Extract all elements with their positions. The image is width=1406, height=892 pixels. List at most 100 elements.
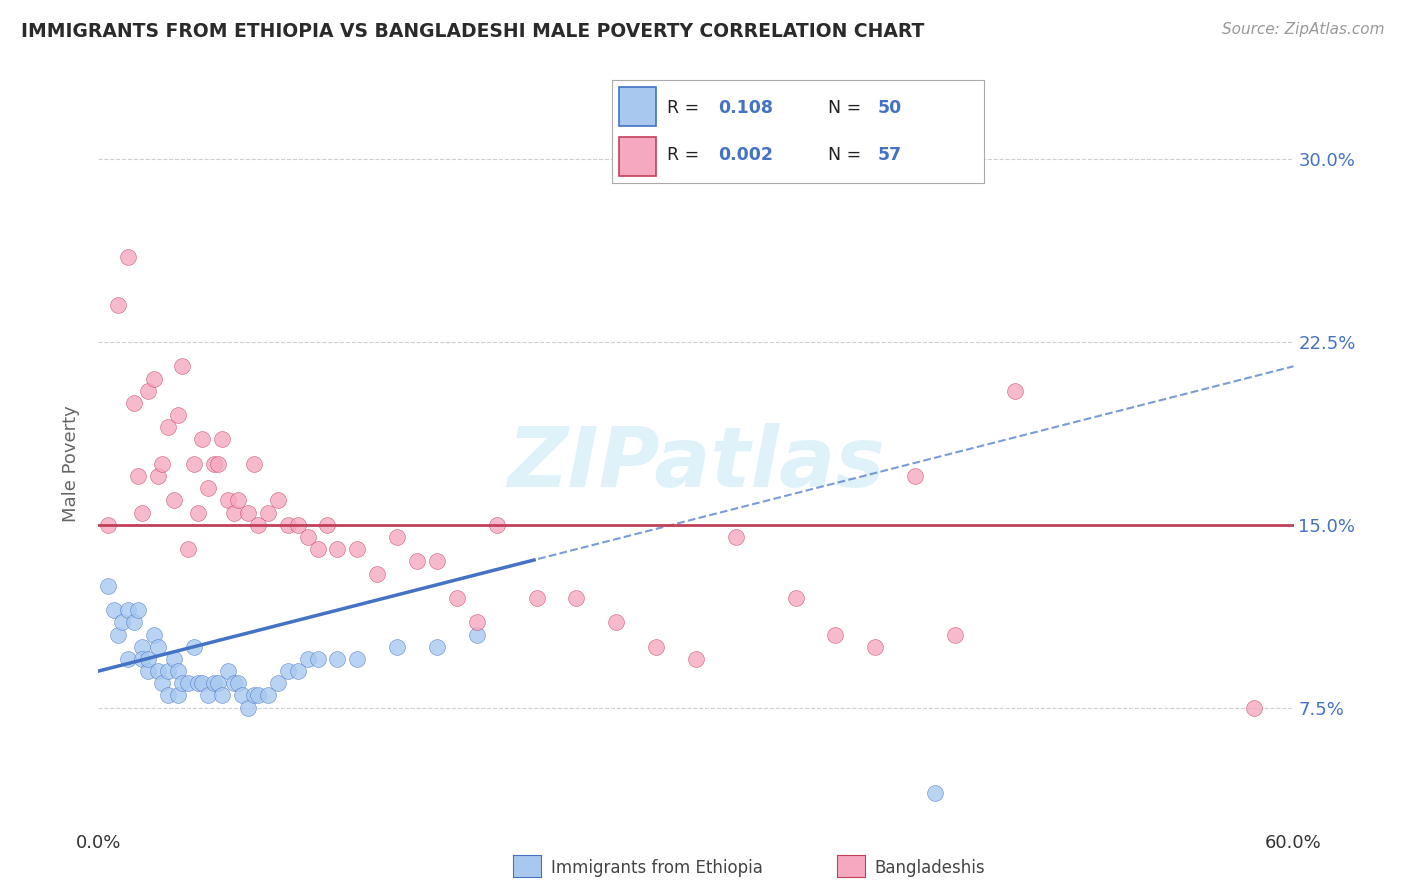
Point (645, 640, 668, 654)
Point (346, 652, 368, 666)
Point (157, 689, 180, 703)
Point (163, 493, 186, 508)
Point (163, 652, 186, 666)
Point (217, 664, 239, 678)
Point (143, 627, 166, 641)
Point (246, 689, 269, 703)
Point (207, 457, 229, 471)
Point (167, 664, 190, 678)
Point (824, 627, 846, 641)
Point (211, 433, 233, 447)
Point (131, 652, 153, 666)
Text: Source: ZipAtlas.com: Source: ZipAtlas.com (1222, 22, 1385, 37)
Point (287, 664, 309, 678)
Point (297, 530, 319, 544)
Point (924, 786, 946, 800)
Point (1004, 384, 1026, 398)
Point (256, 506, 278, 520)
Point (865, 640, 887, 654)
Point (217, 493, 239, 508)
Text: 57: 57 (877, 146, 903, 164)
Point (243, 689, 266, 703)
Point (148, 469, 170, 483)
Point (297, 652, 319, 666)
Point (177, 676, 200, 690)
Text: IMMIGRANTS FROM ETHIOPIA VS BANGLADESHI MALE POVERTY CORRELATION CHART: IMMIGRANTS FROM ETHIOPIA VS BANGLADESHI … (21, 22, 925, 41)
Point (267, 676, 290, 690)
Point (97, 579, 120, 593)
Point (127, 469, 149, 483)
Point (191, 676, 214, 690)
FancyBboxPatch shape (619, 136, 657, 176)
Point (136, 664, 159, 678)
Point (277, 517, 299, 532)
Point (426, 554, 449, 568)
Point (107, 298, 129, 312)
Text: Bangladeshis: Bangladeshis (875, 859, 986, 877)
Point (236, 700, 259, 714)
Point (222, 676, 245, 690)
FancyBboxPatch shape (619, 87, 657, 127)
Point (287, 517, 309, 532)
Point (183, 457, 205, 471)
Point (565, 591, 588, 605)
Point (131, 640, 153, 654)
Point (136, 652, 159, 666)
Point (426, 640, 449, 654)
Point (143, 371, 166, 385)
Point (150, 457, 173, 471)
Point (117, 652, 139, 666)
Point (124, 396, 146, 410)
Point (226, 676, 249, 690)
Point (207, 676, 229, 690)
Text: R =: R = (668, 146, 706, 164)
Point (167, 689, 190, 703)
Point (136, 384, 159, 398)
Text: 50: 50 (877, 99, 903, 117)
Point (385, 640, 409, 654)
Point (222, 506, 245, 520)
Text: Immigrants from Ethiopia: Immigrants from Ethiopia (551, 859, 763, 877)
Point (157, 420, 180, 434)
Point (231, 689, 253, 703)
Point (202, 457, 225, 471)
Text: 0.108: 0.108 (718, 99, 773, 117)
Point (385, 530, 409, 544)
Point (277, 664, 299, 678)
Point (326, 652, 349, 666)
Point (943, 627, 966, 641)
Text: N =: N = (828, 99, 866, 117)
Point (117, 603, 139, 617)
Point (226, 493, 249, 508)
Point (191, 433, 214, 447)
Point (485, 517, 508, 532)
Point (307, 652, 329, 666)
Point (526, 591, 548, 605)
Point (316, 517, 339, 532)
Point (131, 506, 153, 520)
Point (1243, 700, 1265, 714)
Point (243, 457, 266, 471)
Point (177, 542, 200, 557)
Point (117, 250, 139, 264)
Point (236, 506, 259, 520)
Point (183, 640, 205, 654)
Point (724, 530, 747, 544)
Point (103, 603, 125, 617)
Point (465, 627, 488, 641)
Point (685, 652, 707, 666)
Point (246, 517, 269, 532)
Point (267, 493, 290, 508)
Point (197, 481, 219, 495)
Text: ZIPatlas: ZIPatlas (508, 424, 884, 504)
Point (406, 554, 429, 568)
Point (465, 615, 488, 630)
Point (107, 627, 129, 641)
Point (172, 676, 194, 690)
Point (446, 591, 468, 605)
Text: 0.002: 0.002 (718, 146, 773, 164)
Point (167, 408, 190, 422)
Point (904, 469, 927, 483)
Point (127, 603, 149, 617)
Point (97, 517, 120, 532)
